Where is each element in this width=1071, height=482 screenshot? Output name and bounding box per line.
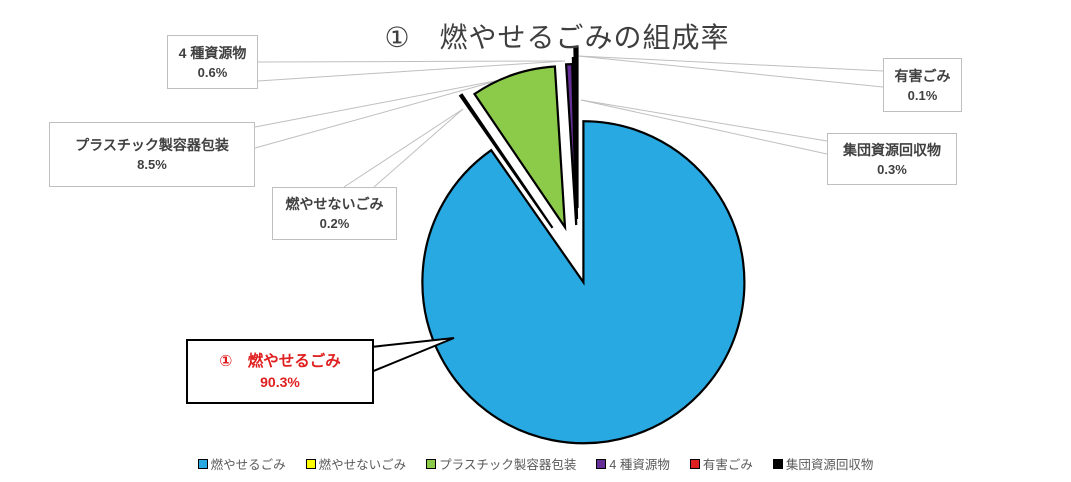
pie-slice-3	[472, 65, 567, 232]
legend-swatch-icon	[596, 458, 607, 469]
legend-label: 4 種資源物	[609, 458, 670, 472]
main-callout-moyaseru-gomi: ① 燃やせるごみ 90.3%	[186, 339, 374, 404]
data-label-percent: 8.5%	[137, 157, 167, 173]
legend-label: プラスチック製容器包装	[439, 458, 577, 472]
leader-shudan	[580, 99, 828, 142]
data-label-name: 燃やせないごみ	[285, 196, 384, 213]
leader-moyasenai	[373, 108, 464, 188]
main-callout-percent: 90.3%	[260, 374, 300, 391]
data-label-shudan-kaishu: 集団資源回収物 0.3%	[827, 133, 957, 185]
pie-slice-1	[421, 120, 746, 445]
leader-shudan	[580, 99, 828, 155]
legend-item-3: プラスチック製容器包装	[426, 454, 576, 473]
legend-swatch-icon	[305, 458, 316, 469]
legend-label: 燃やせないごみ	[318, 458, 407, 472]
data-label-yugai-gomi: 有害ごみ 0.1%	[883, 58, 962, 112]
leader-yugai	[577, 55, 884, 72]
legend-swatch-icon	[772, 458, 783, 469]
data-label-moyasenai-gomi: 燃やせないごみ 0.2%	[272, 187, 397, 240]
data-label-percent: 0.2%	[319, 216, 350, 232]
data-label-name: 集団資源回収物	[843, 141, 941, 158]
pie-slice-2	[458, 93, 554, 229]
chart-legend: 燃やせるごみ 燃やせないごみ プラスチック製容器包装 4 種資源物 有害ごみ 集団資源回収…	[0, 454, 1071, 473]
legend-swatch-icon	[689, 458, 700, 469]
leader-plastic	[254, 79, 501, 149]
legend-item-1: 燃やせるごみ	[197, 454, 286, 473]
data-label-percent: 0.1%	[907, 87, 938, 103]
data-label-plastic: プラスチック製容器包装 8.5%	[49, 122, 255, 187]
data-label-name: 4 種資源物	[178, 44, 247, 61]
legend-label: 集団資源回収物	[785, 458, 874, 472]
legend-item-2: 燃やせないごみ	[305, 454, 407, 473]
legend-label: 有害ごみ	[702, 458, 753, 472]
pie-slice-6	[573, 45, 579, 209]
data-label-name: 有害ごみ	[894, 67, 951, 84]
leader-plastic	[254, 79, 501, 128]
leader-shigenbutsu	[257, 60, 566, 82]
data-label-percent: 0.3%	[877, 161, 907, 177]
legend-item-4: 4 種資源物	[596, 454, 670, 473]
data-label-percent: 0.6%	[197, 64, 228, 80]
chart-title: ① 燃やせるごみの組成率	[384, 22, 730, 53]
legend-label: 燃やせるごみ	[210, 458, 286, 472]
legend-swatch-icon	[426, 458, 437, 469]
leader-yugai	[577, 55, 884, 88]
leader-moyasenai	[343, 108, 464, 188]
leader-shigenbutsu	[257, 60, 566, 63]
data-label-shigenbutsu: 4 種資源物 0.6%	[167, 35, 258, 89]
main-callout-name: ① 燃やせるごみ	[219, 352, 341, 370]
legend-item-5: 有害ごみ	[689, 454, 753, 473]
data-label-name: プラスチック製容器包装	[75, 137, 229, 154]
legend-swatch-icon	[197, 458, 208, 469]
legend-item-6: 集団資源回収物	[772, 454, 874, 473]
